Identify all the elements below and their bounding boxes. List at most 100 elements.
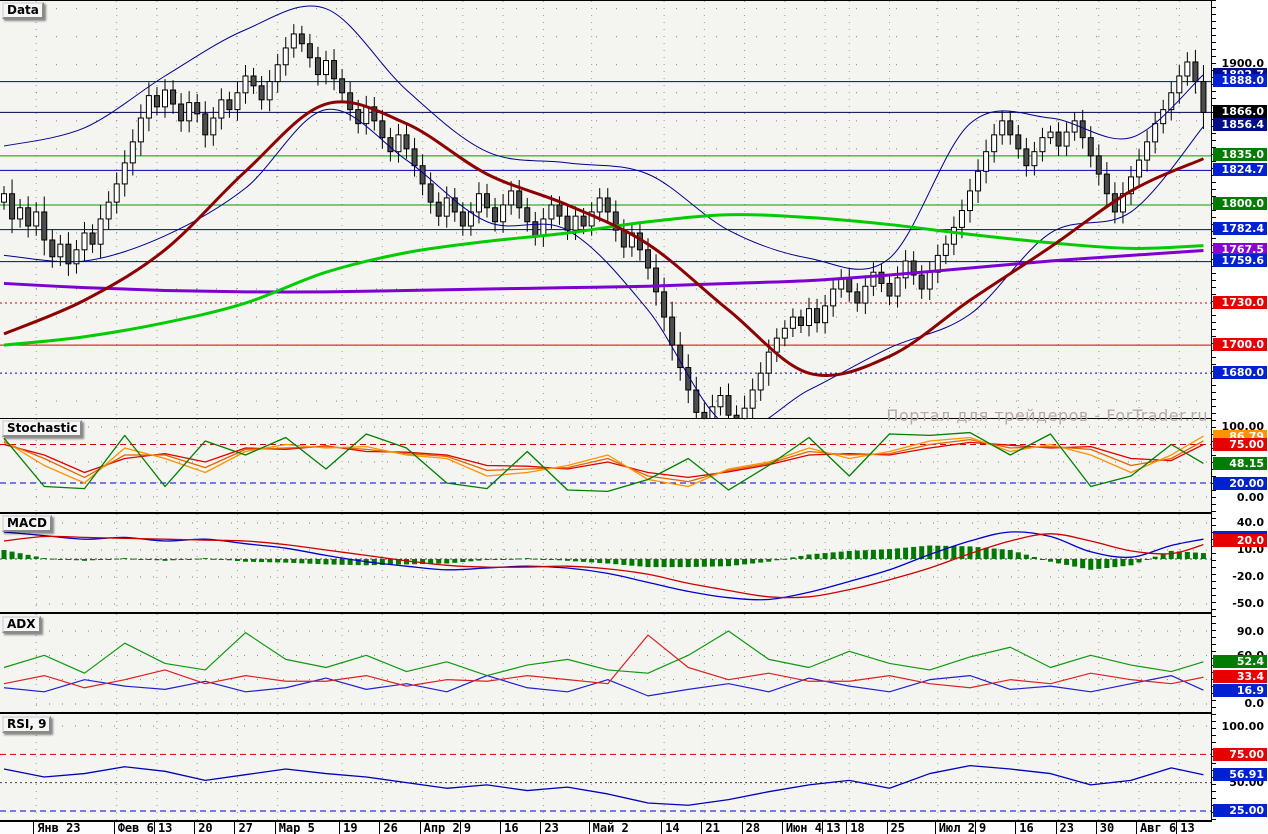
macd-histogram-bar [919, 546, 925, 559]
stochastic-chart-canvas[interactable] [0, 419, 1211, 512]
date-tick-mark [822, 822, 824, 834]
scale-label-main-1888.0: 1888.0 [1213, 74, 1267, 88]
candle-down [1103, 173, 1110, 195]
macd-histogram-bar [65, 558, 71, 560]
panel-title-rsi-button[interactable]: RSI, 9 [2, 716, 52, 733]
scale-label-main-1680.0: 1680.0 [1213, 365, 1267, 379]
date-tick-mark [1055, 822, 1057, 834]
candle-up [1047, 131, 1054, 139]
macd-histogram-bar [138, 558, 144, 560]
date-tick-label: 20 [198, 821, 213, 834]
panel-title-stochastic-button[interactable]: Stochastic [2, 420, 83, 437]
candle-down [612, 211, 619, 231]
main-chart-canvas[interactable] [0, 1, 1211, 418]
macd-histogram-bar [73, 558, 79, 561]
rsi-panel[interactable] [0, 714, 1211, 822]
candle-up [290, 33, 297, 49]
macd-histogram-bar [830, 552, 836, 559]
date-tick-label: 21 [705, 821, 720, 834]
date-tick-mark [661, 822, 663, 834]
candle-down [661, 291, 668, 318]
macd-histogram-bar [983, 547, 989, 559]
macd-histogram-bar [178, 558, 184, 560]
macd-histogram-bar [243, 558, 248, 562]
date-tick-label: Авг 6 [1140, 821, 1177, 834]
candle-down [387, 137, 394, 153]
macd-histogram-bar [814, 553, 820, 559]
candle-up [870, 271, 877, 287]
adx-blue [3, 675, 1204, 697]
candle-up [806, 308, 812, 326]
macd-histogram-bar [315, 558, 321, 565]
candle-up [17, 207, 24, 220]
macd-histogram-bar [307, 558, 313, 564]
candle-down [435, 201, 442, 217]
scale-label-main-1767.5: 1767.5 [1213, 242, 1267, 256]
date-tick-label: Апр 2 [423, 821, 460, 834]
scale-label-main-1759.6: 1759.6 [1213, 254, 1267, 268]
panel-title-macd-button[interactable]: MACD [2, 515, 52, 532]
adx-panel[interactable] [0, 614, 1211, 714]
date-tick-mark [274, 822, 276, 834]
candle-up [395, 134, 402, 153]
candle-up [274, 64, 281, 83]
panel-title-adx-button[interactable]: ADX [2, 616, 41, 633]
rsi-chart-canvas[interactable] [0, 714, 1211, 820]
candle-up [830, 288, 837, 307]
candle-down [298, 33, 305, 45]
date-axis[interactable]: Янв 23 Фев 6 13 20 27 Мар 5 19 26 Апр 2 9 16 23 Май … [0, 821, 1268, 834]
macd-histogram-bar [750, 558, 756, 564]
candle-down [484, 193, 490, 209]
macd-histogram-bar [1120, 558, 1126, 567]
macd-histogram-bar [202, 558, 208, 560]
date-tick-mark [419, 822, 421, 834]
candle-down [1023, 148, 1030, 167]
date-tick-mark [379, 822, 381, 834]
macd-chart-canvas[interactable] [0, 514, 1211, 612]
candle-up [323, 60, 329, 76]
macd-histogram-bar [9, 551, 15, 559]
candle-down [556, 204, 563, 217]
date-tick-label: 18 [850, 821, 865, 834]
stoch-mid-dark-orange [3, 438, 1204, 483]
stochastic-panel[interactable] [0, 419, 1211, 514]
candle-down [797, 316, 804, 326]
candle-up [266, 81, 273, 101]
macd-histogram-bar [1056, 558, 1062, 564]
candle-up [822, 305, 829, 324]
candle-down [1079, 120, 1086, 139]
price-chart-panel[interactable] [0, 0, 1211, 420]
candle-down [258, 85, 265, 101]
date-tick-label: 9 [979, 821, 987, 834]
candle-up [1184, 61, 1191, 77]
candle-down [910, 260, 917, 276]
candle-up [950, 226, 957, 245]
candle-up [757, 372, 764, 391]
date-tick-mark [588, 822, 590, 834]
macd-histogram-bar [903, 547, 909, 559]
macd-histogram-bar [911, 546, 917, 559]
macd-histogram-bar [146, 558, 152, 560]
panel-title-data-button[interactable]: Data [2, 2, 44, 19]
candle-down [170, 89, 177, 105]
macd-histogram-bar [701, 558, 707, 567]
candle-up [572, 215, 579, 231]
stoch-slow-red [3, 441, 1204, 479]
macd-histogram-bar [33, 556, 39, 559]
adx-chart-canvas[interactable] [0, 614, 1211, 712]
date-tick-label: 13 [157, 821, 173, 834]
macd-panel[interactable] [0, 514, 1211, 614]
scale-label-adx-0.0: 0.0 [1244, 697, 1265, 711]
macd-histogram-bar [661, 558, 667, 568]
macd-histogram-bar [653, 558, 659, 568]
macd-histogram-bar [887, 549, 892, 559]
macd-histogram-bar [991, 548, 997, 559]
macd-histogram-bar [1176, 551, 1182, 559]
scale-label-main-1835.0: 1835.0 [1213, 148, 1267, 162]
macd-histogram-bar [1072, 558, 1078, 567]
adx-green [3, 630, 1204, 677]
macd-histogram-bar [210, 558, 216, 560]
macd-histogram-bar [331, 558, 337, 565]
macd-histogram-bar [1128, 558, 1134, 566]
macd-histogram-bar [1064, 558, 1070, 565]
